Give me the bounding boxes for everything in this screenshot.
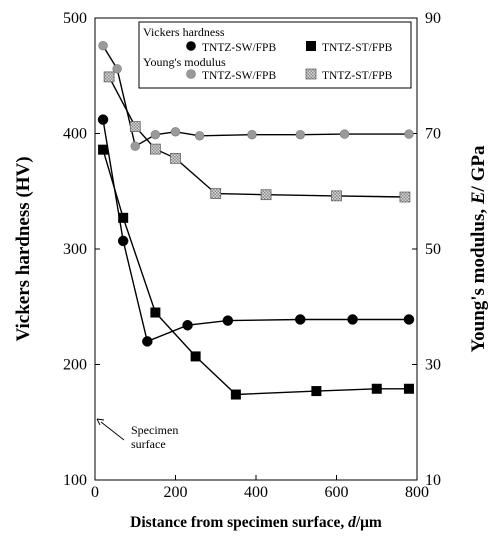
data-point-hv-st (118, 212, 129, 223)
ticks-layer: 0 200 400 600 800 100 200 300 400 500 10 30 50 70 90 (63, 10, 441, 501)
data-point-hv-sw (182, 319, 193, 331)
legend-marker-hv-sw (186, 41, 196, 51)
y-right-tick-label: 30 (425, 357, 441, 374)
data-point-hv-st (403, 383, 414, 394)
legend-marker-e-sw (186, 69, 196, 79)
data-point-e-sw (98, 41, 108, 51)
data-point-hv-sw (97, 114, 109, 125)
data-point-e-st (210, 188, 222, 199)
y-right-tick-label: 10 (425, 472, 441, 489)
data-point-e-sw (295, 129, 305, 140)
y-axis-left-title: Vickers hardness (HV) (13, 156, 34, 341)
annotation-text-line2: surface (131, 437, 166, 451)
y-left-tick-label: 300 (63, 241, 87, 258)
data-point-e-sw (150, 129, 161, 140)
data-point-e-sw (404, 129, 414, 139)
series-line-hv-st (102, 149, 409, 396)
data-point-e-st (399, 191, 411, 203)
series-line-e-sw (102, 45, 409, 148)
legend-label-e-st: TNTZ-ST/FPB (322, 70, 393, 82)
legend-marker-hv-st (306, 41, 316, 51)
legend-label-e-sw: TNTZ-SW/FPB (202, 70, 276, 82)
annotation-arrow-head (96, 418, 105, 426)
annotation-specimen-surface: Specimen surface (96, 418, 178, 451)
x-tick-label: 600 (325, 484, 349, 501)
data-point-e-sw (247, 129, 257, 140)
data-point-hv-st (311, 386, 322, 397)
data-point-hv-st (230, 389, 241, 400)
y-right-tick-label: 90 (425, 10, 441, 27)
data-point-e-st (129, 121, 141, 132)
legend: Vickers hardness Young's modulus TNTZ-SW… (138, 21, 412, 89)
x-tick-label: 800 (405, 484, 429, 501)
y-left-tick-label: 200 (63, 357, 87, 374)
x-tick-label: 400 (244, 484, 268, 501)
legend-group-modulus-title: Young's modulus (143, 55, 226, 69)
data-point-hv-sw (142, 336, 153, 347)
data-point-e-st (103, 71, 115, 83)
y-left-tick-label: 500 (63, 10, 87, 27)
data-point-hv-sw (347, 314, 358, 325)
series-layer (97, 41, 415, 400)
data-point-e-sw (170, 127, 181, 137)
data-point-e-st (150, 143, 161, 155)
legend-marker-e-st (305, 68, 317, 80)
data-point-hv-st (98, 144, 109, 155)
data-point-e-sw (194, 131, 205, 141)
data-point-e-sw (339, 129, 350, 139)
data-point-e-st (260, 189, 272, 201)
y-left-tick-label: 100 (63, 472, 87, 489)
data-point-e-sw (130, 141, 140, 151)
data-point-hv-sw (403, 314, 415, 325)
legend-label-hv-st: TNTZ-ST/FPB (322, 42, 393, 54)
series-line-hv-sw (102, 119, 409, 343)
annotation-arrow-line (100, 421, 125, 441)
y-left-tick-label: 400 (63, 126, 87, 143)
y-right-tick-label: 70 (425, 126, 441, 143)
legend-box (138, 21, 412, 89)
data-point-hv-st (190, 351, 201, 362)
y-right-tick-label: 50 (425, 241, 441, 258)
data-point-hv-sw (222, 315, 234, 326)
data-point-hv-st (371, 383, 382, 394)
annotation-text-line1: Specimen (131, 423, 178, 437)
data-point-e-sw (112, 64, 122, 74)
data-point-e-st (331, 190, 342, 202)
x-tick-label: 200 (164, 484, 188, 501)
data-point-hv-sw (117, 235, 129, 247)
legend-group-hardness-title: Vickers hardness (143, 25, 225, 39)
x-axis-title: Distance from specimen surface, d/μm (130, 514, 382, 531)
data-point-hv-st (150, 307, 161, 318)
data-point-e-st (170, 152, 181, 164)
data-point-hv-sw (295, 314, 306, 325)
y-axis-right-title: Young's modulus, E/ GPa (468, 145, 489, 352)
legend-label-hv-sw: TNTZ-SW/FPB (202, 42, 276, 54)
x-tick-label: 0 (91, 484, 99, 501)
